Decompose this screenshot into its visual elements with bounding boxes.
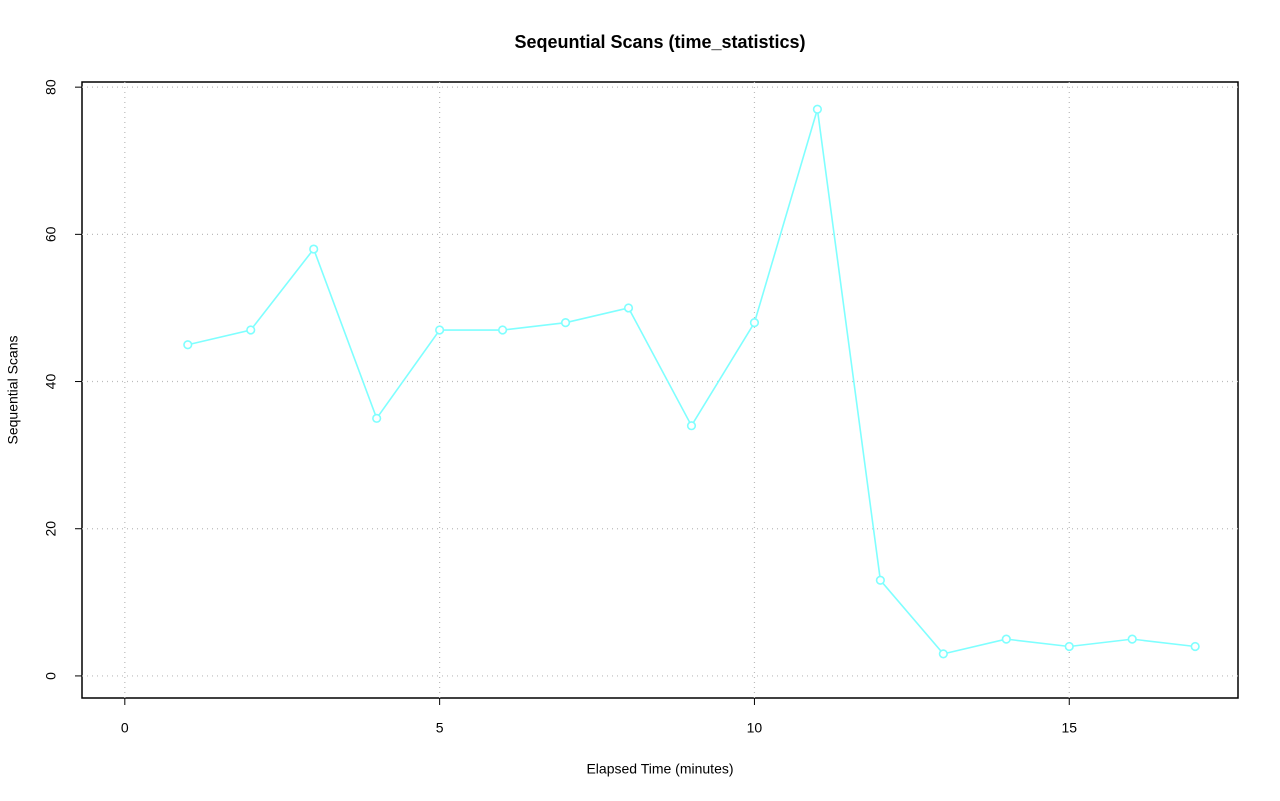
x-tick-label: 0: [121, 720, 129, 736]
point: [435, 325, 445, 335]
point: [623, 303, 634, 313]
point: [686, 421, 697, 431]
x-tick-label: 5: [436, 720, 444, 736]
chart-title: Seqeuntial Scans (time_statistics): [514, 32, 805, 52]
x-axis-label: Elapsed Time (minutes): [586, 761, 733, 777]
point: [246, 325, 256, 335]
point: [372, 413, 382, 423]
point: [1190, 641, 1200, 652]
point: [1064, 641, 1074, 652]
y-axis-label: Sequential Scans: [5, 336, 21, 445]
x-tick-label: 15: [1061, 720, 1077, 736]
point: [309, 244, 319, 254]
point: [1127, 634, 1137, 644]
y-tick-label: 40: [43, 374, 59, 390]
y-tick-label: 20: [43, 521, 59, 537]
point: [938, 649, 948, 659]
y-tick-label: 0: [43, 672, 59, 680]
point: [749, 318, 760, 328]
point: [497, 325, 508, 335]
point: [183, 340, 193, 350]
y-tick-label: 80: [43, 79, 59, 95]
point: [560, 318, 571, 328]
point: [875, 575, 885, 585]
line: [187, 109, 1196, 655]
point: [812, 104, 823, 114]
plot-frame: [81, 81, 1239, 699]
point: [1001, 634, 1011, 644]
x-tick-label: 10: [747, 720, 763, 736]
y-tick-label: 60: [43, 226, 59, 242]
